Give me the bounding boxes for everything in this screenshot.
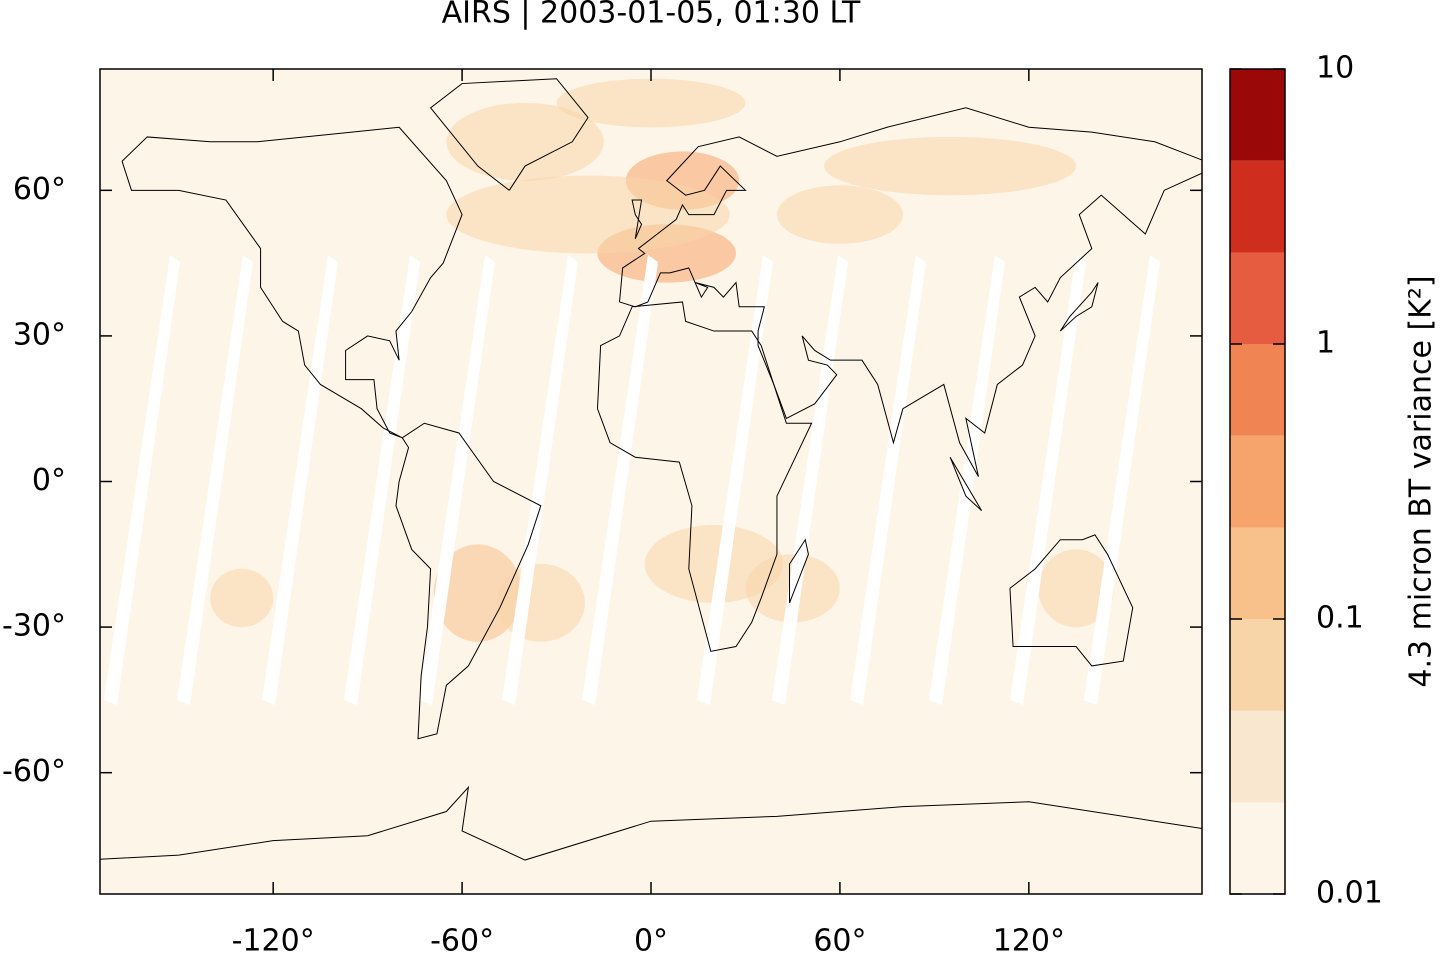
coastline: [631, 199, 643, 240]
coastline: [100, 785, 1202, 861]
y-tick-label: -30°: [2, 609, 66, 644]
colorbar-tick-label: 1: [1316, 326, 1335, 361]
chart-title: AIRS | 2003-01-05, 01:30 LT: [442, 0, 861, 31]
colorbar-band: [1230, 69, 1285, 161]
coastline: [1059, 282, 1099, 332]
orbit-gap: [502, 255, 578, 705]
enhanced-region: [824, 136, 1077, 196]
orbit-gap: [929, 255, 1005, 705]
orbit-gap: [772, 255, 848, 705]
coastline: [596, 301, 813, 652]
orbit-gap: [344, 255, 420, 705]
orbit-gap: [1084, 255, 1160, 705]
enhanced-region: [210, 568, 274, 628]
colorbar-label: 4.3 micron BT variance [K²]: [1404, 275, 1439, 687]
colorbar-band: [1230, 527, 1285, 619]
enhanced-region: [433, 544, 522, 642]
colorbar-band: [1230, 710, 1285, 803]
colorbar-tick-label: 0.01: [1316, 876, 1383, 911]
coastline: [949, 456, 983, 511]
coastline: [121, 126, 463, 439]
y-tick-label: 60°: [13, 172, 66, 207]
colorbar-band: [1230, 619, 1285, 711]
x-tick-label: -60°: [430, 924, 494, 957]
enhanced-region: [556, 78, 746, 128]
map-area: [100, 69, 1202, 894]
orbit-gap: [262, 255, 338, 705]
x-tick-label: 120°: [993, 924, 1065, 957]
enhanced-region: [496, 563, 585, 642]
y-tick-label: -60°: [2, 754, 66, 789]
enhanced-region: [446, 102, 604, 181]
colorbar-tick-label: 0.1: [1316, 601, 1364, 636]
x-tick-label: 60°: [813, 924, 866, 957]
coastline: [789, 538, 809, 604]
colorbar-frame: [1229, 68, 1286, 895]
colorbar-band: [1230, 160, 1285, 253]
colorbar-tick-label: 10: [1316, 51, 1354, 86]
colorbar-band: [1230, 435, 1285, 528]
x-tick-label: 0°: [634, 924, 668, 957]
coastline: [1009, 534, 1134, 667]
orbit-gap: [104, 255, 180, 705]
y-tick-label: 0°: [32, 463, 66, 498]
orbit-gap: [419, 255, 495, 705]
colorbar-band: [1230, 252, 1285, 344]
orbit-gap: [177, 255, 253, 705]
orbit-gap: [582, 255, 658, 705]
enhanced-region: [1038, 549, 1114, 628]
colorbar-band: [1230, 344, 1285, 436]
orbit-gap: [1010, 255, 1086, 705]
coastline: [619, 107, 1202, 477]
y-tick-label: 30°: [13, 317, 66, 352]
enhanced-region: [776, 185, 903, 244]
colorbar-band: [1230, 802, 1285, 894]
enhanced-region: [446, 175, 730, 254]
x-tick-label: -120°: [232, 924, 315, 957]
orbit-gap: [697, 255, 773, 705]
orbit-gap: [850, 255, 926, 705]
coastline: [429, 78, 589, 191]
axes: -120° -60° 0° 60° 120° -60° -30° 0° 30° 60° 0.01 0.…: [2, 51, 1439, 959]
coastline: [395, 422, 542, 740]
